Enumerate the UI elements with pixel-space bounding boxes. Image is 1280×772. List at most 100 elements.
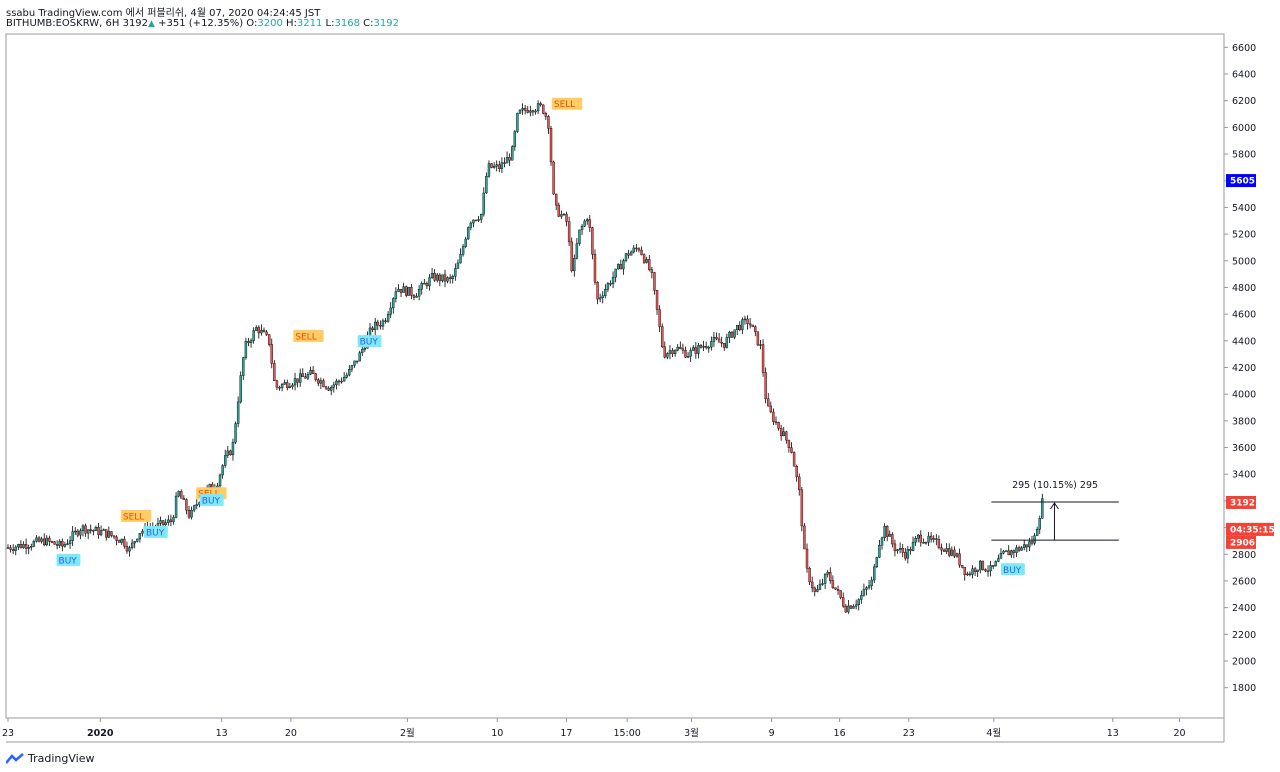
signal-badge bbox=[293, 329, 324, 342]
candle-body bbox=[239, 375, 242, 403]
candle-body bbox=[516, 113, 519, 132]
candle-body bbox=[849, 605, 853, 609]
candle-body bbox=[728, 332, 731, 338]
candle-body bbox=[350, 365, 354, 370]
candle-body bbox=[914, 537, 917, 543]
candle-body bbox=[110, 531, 113, 536]
y-tick-label: 2200 bbox=[1232, 630, 1256, 641]
y-tick-label: 5200 bbox=[1232, 230, 1256, 241]
candle-body bbox=[71, 531, 74, 541]
candle-body bbox=[508, 157, 511, 161]
y-tick-label: 3800 bbox=[1232, 416, 1256, 427]
candle-body bbox=[487, 163, 491, 177]
candle-body bbox=[130, 542, 134, 548]
candle-body bbox=[661, 326, 664, 347]
candle-body bbox=[335, 380, 338, 386]
candle-body bbox=[904, 552, 907, 559]
candle-body bbox=[74, 530, 77, 533]
candle-body bbox=[836, 588, 840, 591]
candle-body bbox=[823, 574, 827, 584]
candle-body bbox=[741, 319, 744, 331]
candle-body bbox=[433, 273, 436, 281]
candle-body bbox=[847, 605, 850, 613]
candle-body bbox=[950, 549, 954, 556]
tradingview-footer[interactable]: TradingView bbox=[5, 752, 94, 765]
candle-body bbox=[125, 545, 129, 552]
candle-body bbox=[306, 374, 310, 379]
signal-label: BUY bbox=[1003, 566, 1022, 576]
candle-body bbox=[694, 347, 698, 354]
candle-body bbox=[715, 336, 718, 340]
candle-body bbox=[337, 380, 341, 383]
candle-body bbox=[412, 295, 416, 298]
candle-body bbox=[816, 589, 819, 592]
candle-body bbox=[381, 320, 385, 327]
candle-body bbox=[867, 585, 871, 588]
candle-body bbox=[707, 346, 710, 349]
candle-body bbox=[513, 131, 517, 147]
x-tick-label: 3월 bbox=[684, 727, 699, 739]
candle-body bbox=[774, 421, 778, 423]
candle-body bbox=[402, 286, 405, 293]
price-tag bbox=[1226, 174, 1256, 188]
y-tick-label: 4400 bbox=[1232, 336, 1256, 347]
y-tick-label: 3600 bbox=[1232, 443, 1256, 454]
candle-body bbox=[619, 264, 623, 270]
candle-body bbox=[523, 108, 527, 111]
candle-body bbox=[697, 345, 700, 354]
price-tag-label: 2906 bbox=[1230, 538, 1255, 548]
candle-body bbox=[549, 128, 553, 163]
candle-body bbox=[133, 541, 136, 544]
candle-body bbox=[1020, 547, 1023, 551]
candle-body bbox=[490, 163, 493, 168]
candle-body bbox=[578, 229, 581, 244]
candle-body bbox=[542, 104, 545, 114]
x-tick-label: 23 bbox=[903, 728, 915, 739]
candle-body bbox=[785, 431, 788, 441]
candle-body bbox=[280, 384, 284, 388]
candle-body bbox=[224, 455, 227, 466]
candle-body bbox=[115, 536, 118, 541]
candle-body bbox=[76, 530, 80, 536]
candle-body bbox=[629, 251, 633, 256]
candle-body bbox=[736, 325, 739, 330]
candle-body bbox=[384, 320, 387, 322]
candle-body bbox=[888, 534, 891, 537]
candle-body bbox=[1038, 518, 1041, 530]
candle-body bbox=[637, 248, 641, 251]
candle-body bbox=[314, 373, 317, 380]
candle-body bbox=[932, 538, 935, 540]
candle-body bbox=[960, 564, 964, 568]
candle-body bbox=[547, 116, 550, 129]
candle-body bbox=[164, 522, 167, 525]
candle-body bbox=[436, 274, 439, 281]
candle-body bbox=[417, 289, 421, 297]
candle-body bbox=[319, 380, 323, 384]
y-tick-label: 2400 bbox=[1232, 603, 1256, 614]
signal-label: SELL bbox=[123, 512, 144, 522]
close-label: C: bbox=[363, 18, 374, 29]
candle-body bbox=[1033, 535, 1036, 544]
candle-body bbox=[22, 543, 25, 548]
candle-body bbox=[107, 531, 111, 538]
price-tag bbox=[1226, 522, 1274, 536]
x-tick-label: 2월 bbox=[400, 727, 415, 739]
candle-body bbox=[981, 560, 985, 570]
candle-body bbox=[120, 538, 123, 543]
candle-body bbox=[495, 164, 498, 167]
x-tick-label: 20 bbox=[1173, 728, 1185, 739]
candle-body bbox=[557, 204, 560, 217]
candle-body bbox=[937, 539, 941, 548]
candle-body bbox=[249, 340, 253, 344]
candle-body bbox=[1010, 550, 1013, 556]
candle-body bbox=[663, 346, 666, 358]
candle-body bbox=[909, 549, 912, 551]
signal-badge bbox=[199, 493, 224, 506]
candle-body bbox=[929, 535, 933, 540]
signal-badge bbox=[56, 553, 81, 566]
candle-body bbox=[386, 314, 390, 322]
candle-body bbox=[536, 103, 540, 112]
y-tick-label: 4000 bbox=[1232, 390, 1256, 401]
candle-body bbox=[733, 329, 736, 338]
